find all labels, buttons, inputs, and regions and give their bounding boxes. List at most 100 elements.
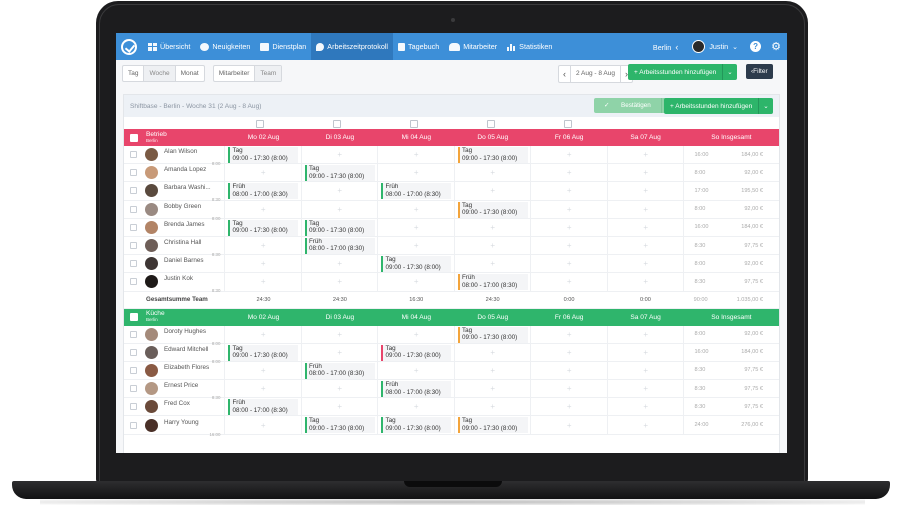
plus-icon[interactable]: + (643, 241, 649, 251)
plus-icon[interactable]: + (643, 420, 649, 430)
row-checkbox[interactable] (130, 151, 137, 159)
group-team[interactable]: Team (255, 66, 282, 81)
day-cell[interactable]: + (606, 146, 684, 164)
employee-cell[interactable]: Brenda James (144, 220, 224, 234)
day-cell[interactable]: + (377, 273, 454, 291)
date-range[interactable]: 2 Aug - 8 Aug (569, 65, 621, 82)
shift-block[interactable]: Früh 08:00 - 17:00 (8:30) (228, 183, 299, 200)
plus-icon[interactable]: + (337, 277, 343, 287)
plus-icon[interactable]: + (566, 277, 572, 287)
day-checkbox[interactable] (487, 120, 495, 128)
shift-block[interactable]: Tag 09:00 - 17:30 (8:00) (304, 165, 375, 182)
row-checkbox[interactable] (130, 187, 137, 195)
plus-icon[interactable]: + (566, 365, 572, 375)
plus-icon[interactable]: + (566, 347, 572, 357)
day-cell[interactable]: + (377, 325, 454, 343)
employee-cell[interactable]: Amanda Lopez (144, 166, 224, 180)
row-checkbox[interactable] (130, 223, 137, 231)
plus-icon[interactable]: + (566, 402, 572, 412)
day-cell[interactable]: + (530, 343, 607, 361)
day-cell[interactable]: Früh 08:00 - 17:00 (8:30) (224, 398, 301, 416)
day-cell[interactable]: Früh 08:00 - 17:00 (8:30) (377, 182, 454, 200)
day-cell[interactable]: + (453, 398, 531, 416)
shift-block[interactable]: Früh 08:00 - 17:00 (8:30) (228, 399, 299, 416)
plus-icon[interactable]: + (490, 259, 496, 269)
day-cell[interactable]: + (224, 236, 301, 255)
plus-icon[interactable]: + (643, 222, 649, 232)
plus-icon[interactable]: + (490, 365, 496, 375)
plus-icon[interactable]: + (413, 168, 419, 178)
plus-icon[interactable]: + (260, 259, 266, 269)
day-cell[interactable]: Tag 09:00 - 17:30 (8:00) (453, 325, 531, 343)
plus-icon[interactable]: + (566, 259, 572, 269)
employee-cell[interactable]: Ernest Price 8:30 (144, 382, 224, 400)
employee-cell[interactable]: Bobby Green 8:00 (144, 202, 224, 221)
plus-icon[interactable]: + (260, 204, 266, 214)
shift-block[interactable]: Früh 08:00 - 17:00 (8:30) (304, 237, 375, 254)
shift-block[interactable]: Früh 08:00 - 17:00 (8:30) (381, 183, 452, 200)
day-cell[interactable]: + (530, 361, 607, 380)
plus-icon[interactable]: + (643, 277, 649, 287)
day-cell[interactable]: + (606, 343, 684, 361)
day-cell[interactable]: + (224, 164, 301, 182)
day-cell[interactable]: + (453, 255, 531, 273)
plus-icon[interactable]: + (337, 347, 343, 357)
day-cell[interactable]: + (606, 380, 684, 398)
view-month[interactable]: Monat (180, 70, 199, 77)
day-cell[interactable]: + (377, 361, 454, 380)
day-cell[interactable]: + (606, 416, 684, 434)
day-cell[interactable]: + (453, 361, 531, 380)
day-cell[interactable]: + (606, 200, 684, 218)
row-checkbox[interactable] (130, 260, 137, 268)
day-cell[interactable]: + (224, 255, 301, 273)
plus-icon[interactable]: + (566, 222, 572, 232)
plus-icon[interactable]: + (643, 384, 649, 394)
day-cell[interactable]: + (530, 236, 607, 255)
day-cell[interactable]: + (606, 236, 684, 255)
shiftbase-logo-icon[interactable] (121, 38, 137, 55)
user-menu[interactable]: Justin ⌄ (692, 40, 738, 53)
day-cell[interactable]: + (300, 273, 378, 291)
day-cell[interactable]: + (530, 164, 607, 182)
nav-item-news[interactable]: Neuigkeiten (195, 33, 255, 60)
plus-icon[interactable]: + (490, 347, 496, 357)
nav-item-employees[interactable]: Mitarbeiter (444, 33, 502, 60)
plus-icon[interactable]: + (413, 365, 419, 375)
chevron-down-icon[interactable]: ⌄ (758, 98, 772, 114)
plus-icon[interactable]: + (260, 168, 266, 178)
day-cell[interactable]: + (300, 255, 378, 273)
day-cell[interactable]: Früh 08:00 - 17:00 (8:30) (453, 273, 531, 291)
row-checkbox[interactable] (130, 278, 137, 286)
shift-block[interactable]: Tag 09:00 - 17:30 (8:00) (457, 417, 528, 434)
day-cell[interactable]: + (224, 273, 301, 291)
employee-cell[interactable]: Barbara Washi... 8:30 (144, 184, 224, 202)
day-checkbox[interactable] (333, 120, 341, 128)
plus-icon[interactable]: + (490, 186, 496, 196)
shift-block[interactable]: Tag 09:00 - 17:30 (8:00) (228, 147, 299, 163)
shift-block[interactable]: Tag 09:00 - 17:30 (8:00) (228, 219, 299, 236)
day-cell[interactable]: + (530, 182, 607, 200)
day-cell[interactable]: + (530, 380, 607, 398)
row-checkbox[interactable] (130, 385, 137, 393)
row-checkbox[interactable] (130, 330, 137, 338)
day-cell[interactable]: + (377, 164, 454, 182)
plus-icon[interactable]: + (260, 420, 266, 430)
nav-item-timesheet[interactable]: Arbeitszeitprotokoll (311, 33, 394, 60)
plus-icon[interactable]: + (337, 402, 343, 412)
employee-cell[interactable]: Harry Young 16:00 (144, 418, 224, 437)
employee-cell[interactable]: Fred Cox (144, 400, 224, 414)
plus-icon[interactable]: + (643, 259, 649, 269)
plus-icon[interactable]: + (490, 168, 496, 178)
day-cell[interactable]: + (530, 398, 607, 416)
row-checkbox[interactable] (130, 205, 137, 213)
shift-block[interactable]: Früh 08:00 - 17:00 (8:30) (381, 381, 452, 398)
location-switcher[interactable]: Berlin ‹ (652, 41, 679, 52)
confirm-button[interactable]: ✓ Bestätigen⌄ (594, 98, 674, 113)
plus-icon[interactable]: + (413, 150, 419, 160)
day-cell[interactable]: Tag 09:00 - 17:30 (8:00) (224, 343, 301, 361)
day-cell[interactable]: Früh 08:00 - 17:00 (8:30) (300, 361, 378, 380)
day-cell[interactable]: + (224, 416, 301, 434)
prev-week-icon[interactable]: ‹ (562, 68, 566, 79)
day-cell[interactable]: + (224, 200, 301, 218)
day-cell[interactable]: Tag 09:00 - 17:30 (8:00) (300, 164, 378, 182)
